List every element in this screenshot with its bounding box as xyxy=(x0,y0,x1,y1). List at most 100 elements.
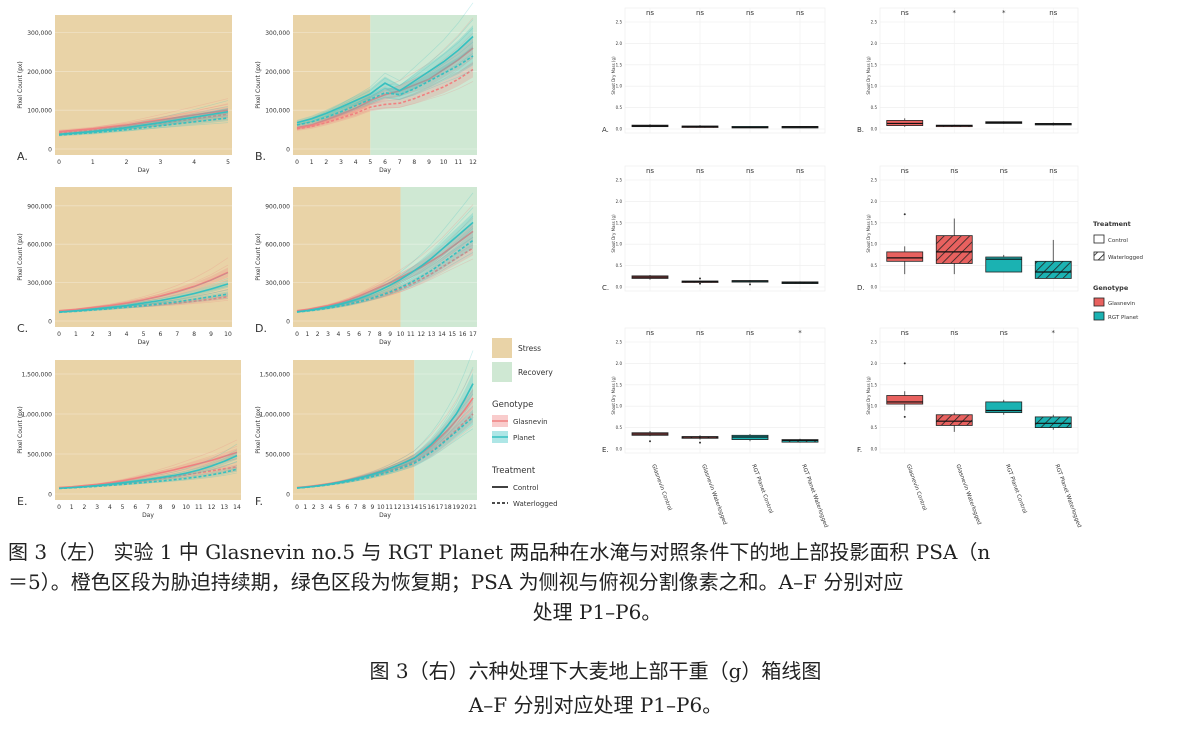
caption-line-1: 图 3（左） 实验 1 中 Glasnevin no.5 与 RGT Plane… xyxy=(8,540,991,564)
legend-glasnevin-label: Glasnevin xyxy=(1108,301,1136,307)
x-tick-label: 1 xyxy=(91,159,95,166)
y-tick-label: 1.5 xyxy=(616,220,623,225)
replicate-trace xyxy=(296,228,474,313)
x-tick-label: 5 xyxy=(337,504,341,511)
legend-control-swatch xyxy=(1093,234,1105,244)
box-outlier xyxy=(903,362,906,365)
y-tick-label: 1,000,000 xyxy=(21,412,52,419)
x-tick-label: 4 xyxy=(336,331,340,338)
x-tick-label: 20 xyxy=(461,504,469,511)
replicate-trace xyxy=(296,19,474,123)
x-tick-label: 14 xyxy=(411,504,419,511)
panel-label: A. xyxy=(17,150,28,163)
x-tick-label: 0 xyxy=(57,504,61,511)
replicate-trace xyxy=(296,252,474,313)
y-tick-label: 1.0 xyxy=(871,404,878,409)
x-tick-label: 3 xyxy=(320,504,324,511)
legend-stress-label: Stress xyxy=(518,344,541,353)
series-ribbon xyxy=(297,409,473,489)
legend-waterlogged-swatch xyxy=(1093,251,1105,261)
x-tick-label: 1 xyxy=(305,331,309,338)
x-tick-label: 16 xyxy=(427,504,435,511)
replicate-trace xyxy=(58,100,229,135)
series-line-glasnevin-control xyxy=(58,451,238,489)
box-glasnevin-waterlogged xyxy=(935,235,973,264)
x-tick-label: 8 xyxy=(378,331,382,338)
panel-label: B. xyxy=(857,126,864,134)
figure-caption-left: 图 3（左） 实验 1 中 Glasnevin no.5 与 RGT Plane… xyxy=(8,537,1186,627)
significance-label: ns xyxy=(796,9,804,17)
legend-genotype-label: Planet xyxy=(513,434,535,442)
stress-region xyxy=(293,360,415,500)
x-tick-label: 8 xyxy=(362,504,366,511)
x-tick-label: 21 xyxy=(469,504,477,511)
y-tick-label: 600,000 xyxy=(27,242,52,249)
boxplot-panel-bg xyxy=(624,327,826,454)
x-tick-label: 4 xyxy=(125,331,129,338)
x-axis-label: Day xyxy=(138,339,150,346)
x-tick-label: Glasnevin Waterlogged xyxy=(954,464,982,526)
x-tick-label: 0 xyxy=(57,331,61,338)
y-tick-label: 1.5 xyxy=(871,62,878,67)
x-tick-label: 9 xyxy=(371,504,375,511)
x-tick-label: 13 xyxy=(220,504,228,511)
significance-label: ns xyxy=(746,329,754,337)
y-tick-label: 1.5 xyxy=(871,220,878,225)
y-tick-label: 0 xyxy=(48,492,52,499)
replicate-trace xyxy=(296,2,474,123)
significance-label: ns xyxy=(901,167,909,175)
x-tick-label: 10 xyxy=(224,331,232,338)
x-axis-label: Day xyxy=(379,512,391,519)
replicate-trace xyxy=(58,472,238,489)
x-tick-label: 6 xyxy=(357,331,361,338)
x-tick-label: 4 xyxy=(192,159,196,166)
significance-label: * xyxy=(1002,9,1006,17)
y-tick-label: 1.0 xyxy=(616,242,623,247)
series-line-planet-control xyxy=(58,454,238,490)
y-tick-label: 1.0 xyxy=(871,242,878,247)
y-tick-label: 2.5 xyxy=(871,178,878,183)
x-tick-label: 6 xyxy=(383,159,387,166)
x-tick-label: 2 xyxy=(316,331,320,338)
y-tick-label: 0.5 xyxy=(616,105,623,110)
series-ribbon xyxy=(59,106,228,134)
x-tick-label: 6 xyxy=(345,504,349,511)
replicate-trace xyxy=(58,461,238,489)
x-tick-label: Glasnevin Waterlogged xyxy=(700,464,728,526)
significance-label: ns xyxy=(696,329,704,337)
replicate-trace xyxy=(58,465,238,489)
box-outlier xyxy=(903,213,906,216)
significance-label: ns xyxy=(696,9,704,17)
y-axis-label: Shoot Dry Mass (g) xyxy=(866,56,871,95)
significance-label: ns xyxy=(696,167,704,175)
replicate-trace xyxy=(58,297,229,313)
x-tick-label: 3 xyxy=(95,504,99,511)
significance-label: ns xyxy=(1000,329,1008,337)
x-tick-label: 12 xyxy=(394,504,402,511)
significance-label: ns xyxy=(901,9,909,17)
y-tick-label: 2.0 xyxy=(871,361,878,366)
y-tick-label: 1,500,000 xyxy=(21,372,52,379)
y-tick-label: 0.5 xyxy=(871,105,878,110)
y-tick-label: 0.5 xyxy=(871,263,878,268)
x-tick-label: 18 xyxy=(444,504,452,511)
x-tick-label: 3 xyxy=(108,331,112,338)
series-ribbon xyxy=(297,406,473,489)
y-tick-label: 2.5 xyxy=(871,340,878,345)
box-glasnevin-waterlogged xyxy=(935,414,973,426)
x-tick-label: 5 xyxy=(226,159,230,166)
legend-genotype-title: Genotype xyxy=(492,400,533,410)
significance-label: ns xyxy=(646,9,654,17)
y-tick-label: 2.5 xyxy=(616,340,623,345)
y-tick-label: 0.0 xyxy=(616,127,623,132)
y-tick-label: 1.0 xyxy=(616,404,623,409)
y-tick-label: 2.0 xyxy=(616,41,623,46)
boxplot-panel-bg xyxy=(624,7,826,134)
x-tick-label: 12 xyxy=(417,331,425,338)
x-tick-label: 17 xyxy=(469,331,477,338)
y-tick-label: 2.0 xyxy=(616,199,623,204)
x-axis-label: Day xyxy=(138,167,150,174)
x-axis-label: Day xyxy=(379,167,391,174)
panel-label: B. xyxy=(255,150,266,163)
y-tick-label: 100,000 xyxy=(27,108,52,115)
